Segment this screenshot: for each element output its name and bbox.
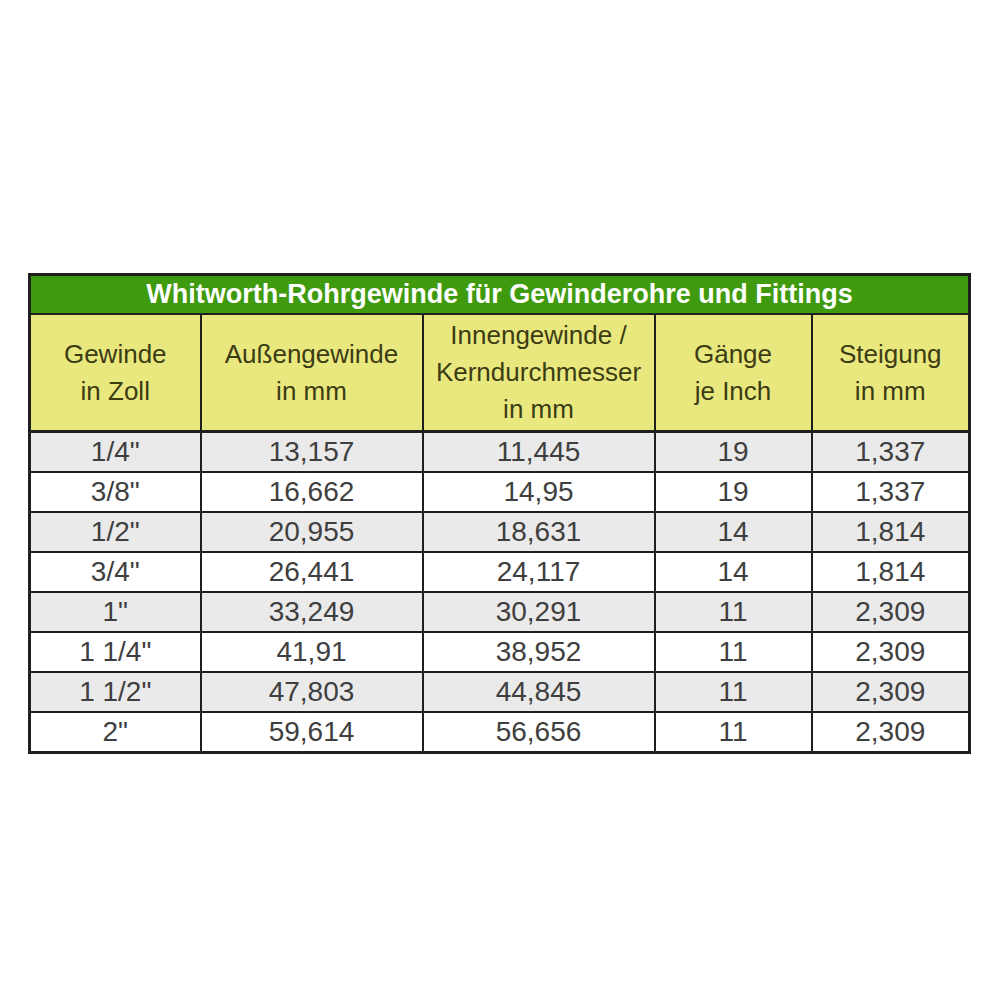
table-row: 3/4"26,44124,117141,814	[30, 552, 970, 592]
data-cell: 14	[655, 512, 812, 552]
data-cell: 2,309	[812, 672, 970, 712]
data-cell: 2,309	[812, 632, 970, 672]
data-cell: 1/2"	[30, 512, 201, 552]
data-cell: 1,814	[812, 512, 970, 552]
data-cell: 2"	[30, 712, 201, 753]
column-header-innengewinde-kerndurchmesser-in-mm: Innengewinde /Kerndurchmesserin mm	[423, 314, 655, 432]
data-cell: 11	[655, 592, 812, 632]
data-cell: 1 1/4"	[30, 632, 201, 672]
column-header-gaenge-je-inch: Gängeje Inch	[655, 314, 812, 432]
data-cell: 19	[655, 472, 812, 512]
data-cell: 30,291	[423, 592, 655, 632]
data-cell: 59,614	[201, 712, 423, 753]
data-cell: 11	[655, 712, 812, 753]
column-header-gewinde-in-zoll: Gewindein Zoll	[30, 314, 201, 432]
data-cell: 56,656	[423, 712, 655, 753]
data-cell: 11	[655, 632, 812, 672]
data-cell: 33,249	[201, 592, 423, 632]
table-row: 3/8"16,66214,95191,337	[30, 472, 970, 512]
data-cell: 19	[655, 432, 812, 473]
column-header-steigung-in-mm: Steigungin mm	[812, 314, 970, 432]
table-row: 1 1/2"47,80344,845112,309	[30, 672, 970, 712]
data-cell: 47,803	[201, 672, 423, 712]
data-cell: 2,309	[812, 592, 970, 632]
data-cell: 1,337	[812, 432, 970, 473]
table-title-row: Whitworth-Rohrgewinde für Gewinderohre u…	[30, 275, 970, 315]
table-title: Whitworth-Rohrgewinde für Gewinderohre u…	[30, 275, 970, 315]
data-cell: 1"	[30, 592, 201, 632]
table-row: 1/2"20,95518,631141,814	[30, 512, 970, 552]
data-cell: 14	[655, 552, 812, 592]
data-cell: 44,845	[423, 672, 655, 712]
data-cell: 1,337	[812, 472, 970, 512]
data-cell: 11,445	[423, 432, 655, 473]
table-header-row: Gewindein ZollAußengewindein mmInnengewi…	[30, 314, 970, 432]
data-cell: 11	[655, 672, 812, 712]
data-cell: 41,91	[201, 632, 423, 672]
table-row: 1/4"13,15711,445191,337	[30, 432, 970, 473]
data-cell: 13,157	[201, 432, 423, 473]
table-body: 1/4"13,15711,445191,3373/8"16,66214,9519…	[30, 432, 970, 753]
data-cell: 3/4"	[30, 552, 201, 592]
data-cell: 1/4"	[30, 432, 201, 473]
data-cell: 18,631	[423, 512, 655, 552]
data-cell: 1 1/2"	[30, 672, 201, 712]
data-cell: 3/8"	[30, 472, 201, 512]
data-cell: 2,309	[812, 712, 970, 753]
table-row: 1 1/4"41,9138,952112,309	[30, 632, 970, 672]
column-header-aussengewinde-in-mm: Außengewindein mm	[201, 314, 423, 432]
thread-table: Whitworth-Rohrgewinde für Gewinderohre u…	[28, 273, 971, 754]
data-cell: 14,95	[423, 472, 655, 512]
data-cell: 26,441	[201, 552, 423, 592]
data-cell: 38,952	[423, 632, 655, 672]
data-cell: 20,955	[201, 512, 423, 552]
thread-table-container: Whitworth-Rohrgewinde für Gewinderohre u…	[28, 273, 971, 754]
data-cell: 24,117	[423, 552, 655, 592]
data-cell: 1,814	[812, 552, 970, 592]
table-row: 2"59,61456,656112,309	[30, 712, 970, 753]
data-cell: 16,662	[201, 472, 423, 512]
table-row: 1"33,24930,291112,309	[30, 592, 970, 632]
